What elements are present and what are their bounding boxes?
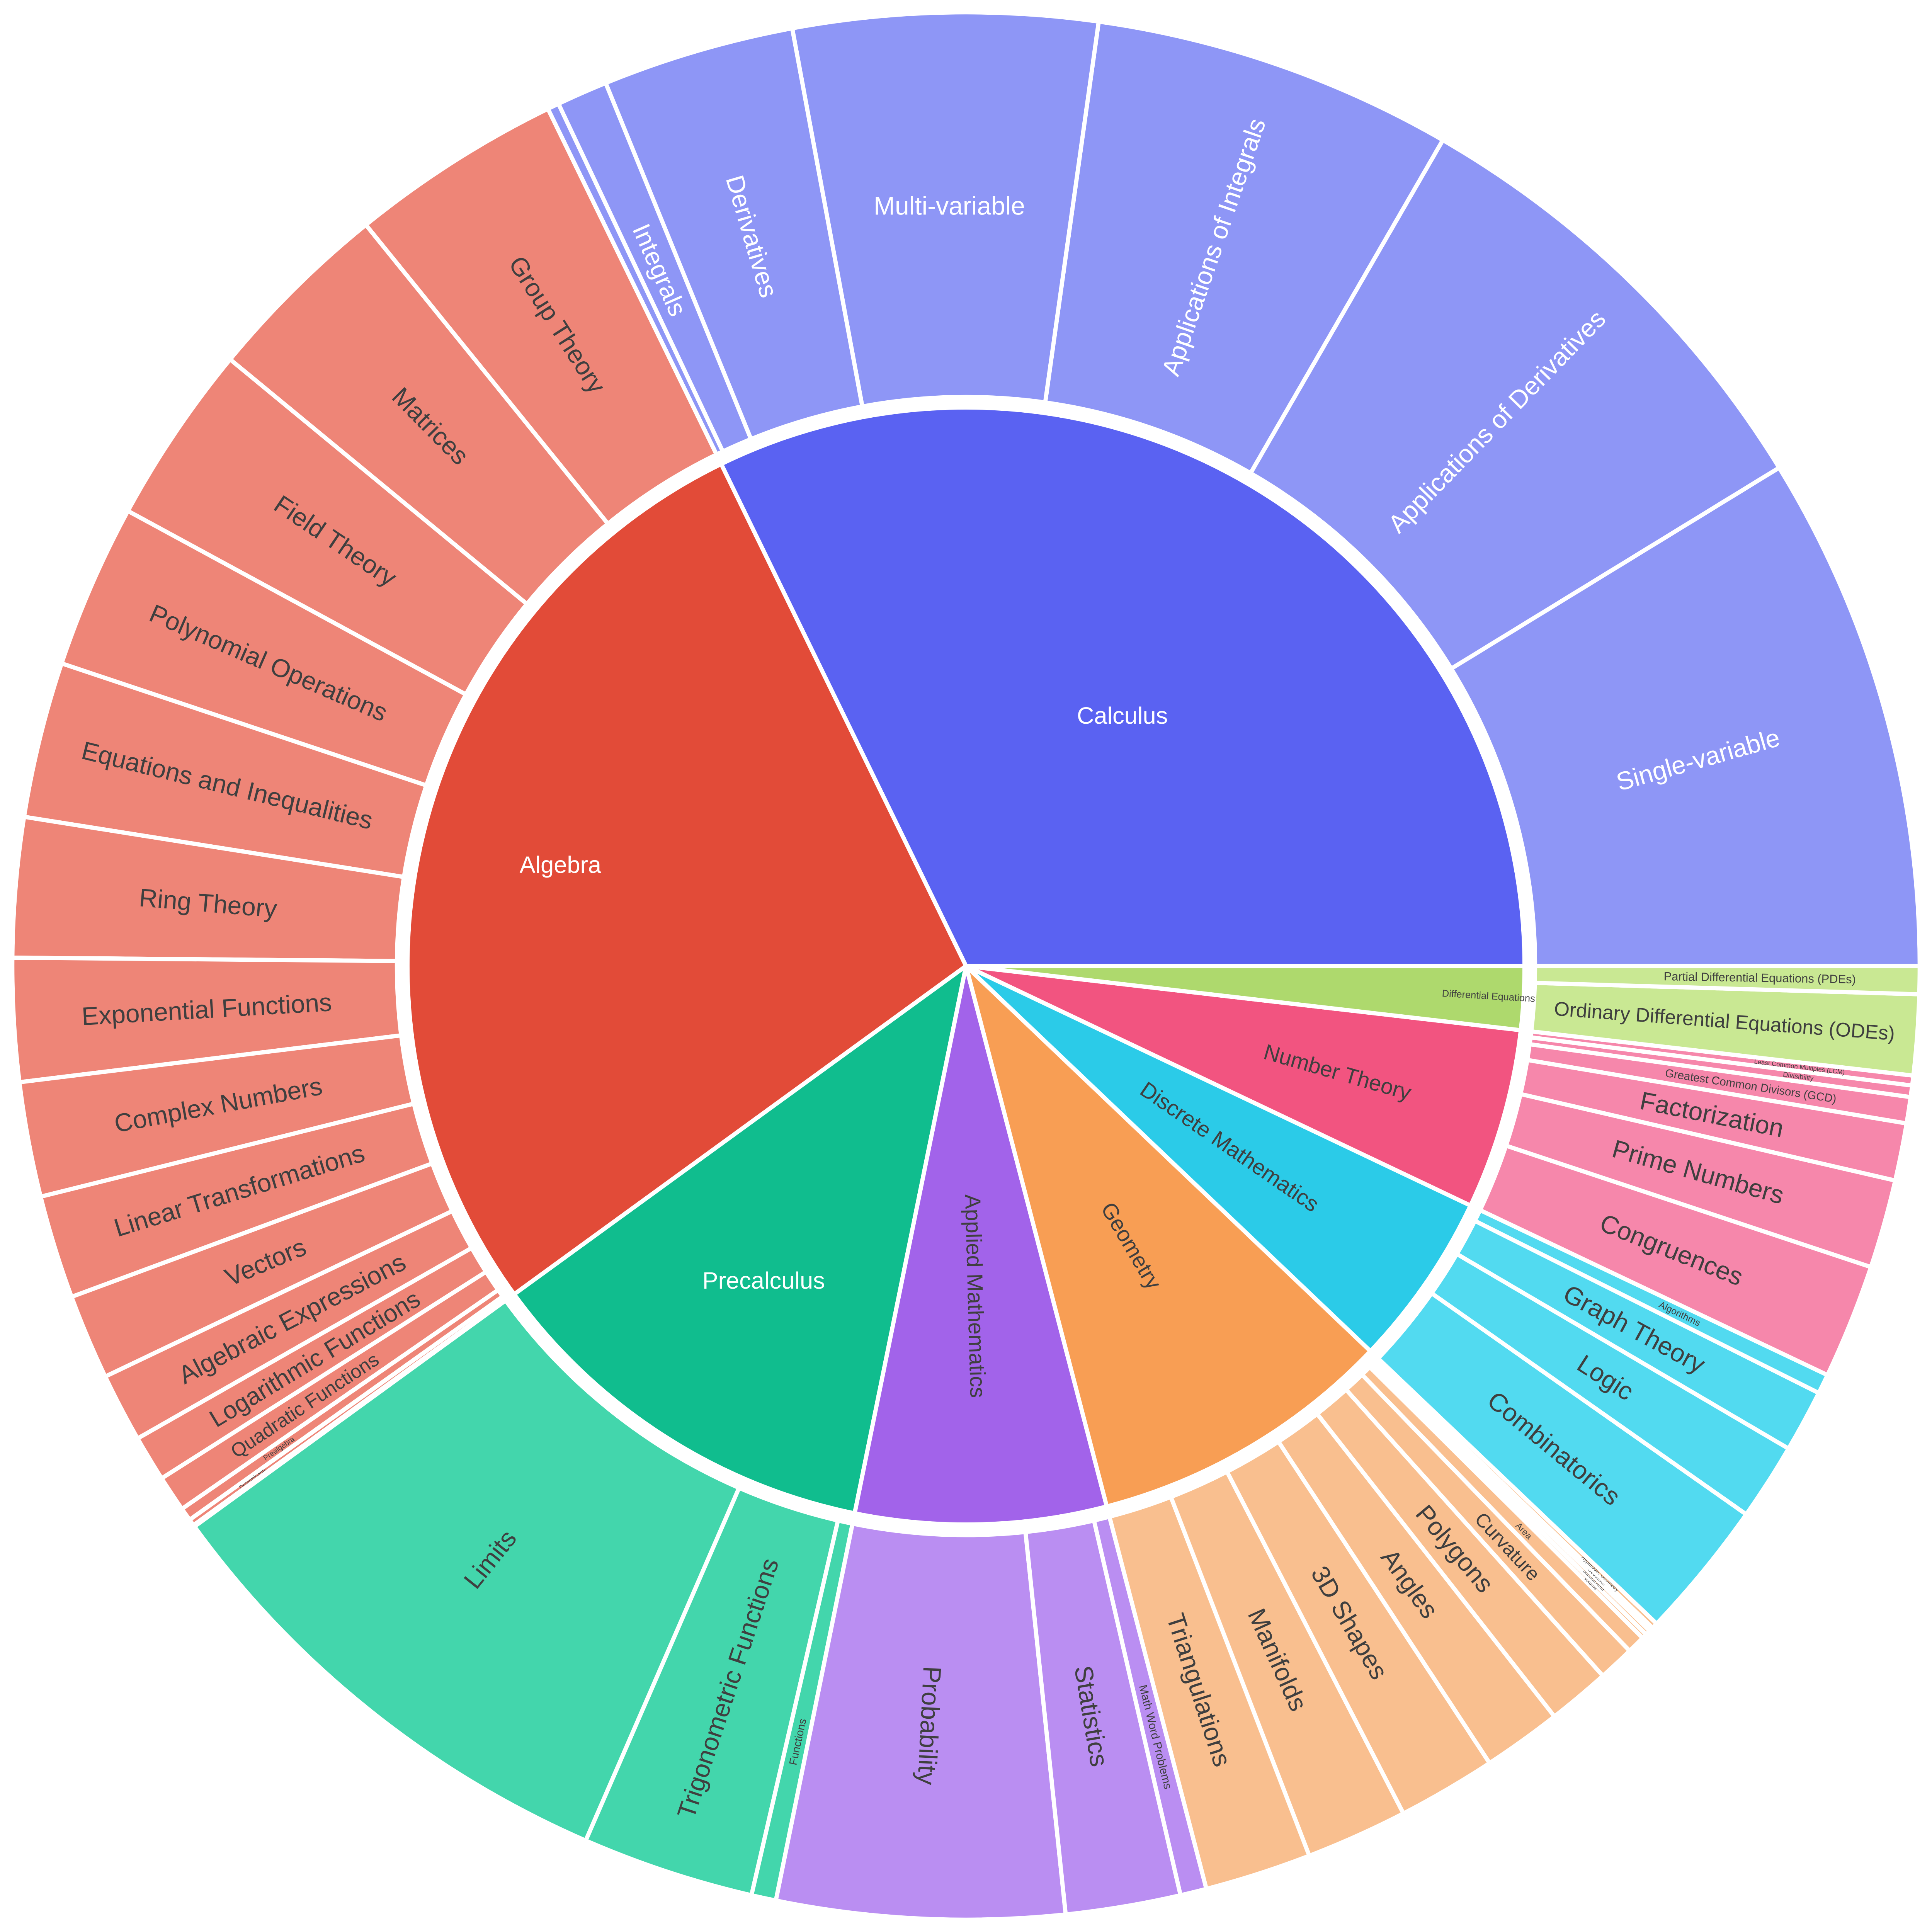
- sector-multi-variable[interactable]: [790, 10, 1101, 409]
- label-algebra: Algebra: [520, 852, 602, 878]
- sector-discrete-mathematics[interactable]: [964, 964, 1473, 1354]
- label-calculus: Calculus: [1077, 702, 1168, 729]
- sector-geometry[interactable]: [964, 964, 1373, 1509]
- label-precalculus: Precalculus: [702, 1267, 825, 1294]
- label-multi-variable: Multi-variable: [874, 191, 1025, 220]
- sector-precalculus[interactable]: [512, 964, 968, 1515]
- label-partial-differential-equations-pdes: Partial Differential Equations (PDEs): [1663, 969, 1856, 986]
- sector-differential-equations[interactable]: [964, 964, 1527, 1032]
- label-applied-mathematics: Applied Mathematics: [960, 1194, 990, 1398]
- sector-partial-differential-equations-pdes[interactable]: [1532, 964, 1922, 997]
- sector-applications-of-integrals[interactable]: [1043, 19, 1445, 476]
- sector-applied-mathematics[interactable]: [852, 964, 1109, 1527]
- sector-single-variable[interactable]: [1449, 465, 1922, 968]
- sector-limits[interactable]: [192, 1298, 742, 1843]
- sector-calculus[interactable]: [719, 405, 1527, 968]
- sector-applications-of-derivatives[interactable]: [1248, 138, 1781, 671]
- label-probability: Probability: [912, 1665, 947, 1786]
- sector-algebra[interactable]: [405, 462, 968, 1297]
- sector-number-theory[interactable]: [964, 964, 1523, 1208]
